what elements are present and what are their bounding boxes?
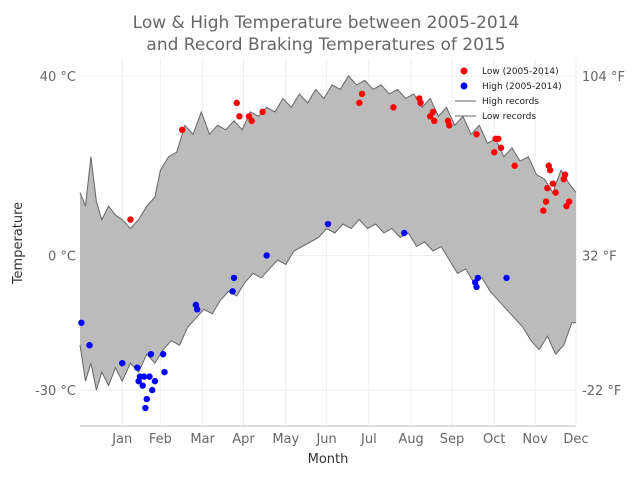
high-record-point-7: [140, 373, 148, 380]
high-record-point-8: [142, 404, 149, 412]
low-records-line: [79, 218, 576, 391]
low-record-point-0: [127, 216, 134, 223]
y-axis-right-ticks: 104 °F 32 °F -22 °F: [582, 70, 625, 399]
high-record-point-19: [230, 274, 238, 282]
high-record-point-11: [147, 350, 155, 358]
high-record-point-14: [159, 350, 167, 358]
high-record-point-12: [149, 386, 156, 394]
high-record-point-1: [86, 342, 93, 349]
low-record-point-16: [444, 117, 452, 125]
low-record-point-8: [356, 99, 363, 107]
high-record-point-6: [139, 382, 146, 389]
low-record-point-5: [248, 117, 255, 125]
x-axis-ticks: Jan Feb Mar Apr May Jun Jul Aug Sep Oct Nov Dec: [111, 432, 588, 447]
low-record-point-22: [511, 162, 518, 169]
high-record-point-2: [119, 359, 126, 367]
chart-title-line-2: and Record Braking Temperatures of 2015: [146, 35, 505, 55]
high-record-point-9: [143, 395, 150, 403]
low-record-point-24: [542, 198, 550, 205]
low-record-point-1: [178, 126, 186, 134]
low-record-point-11: [417, 99, 424, 107]
y-right-tick-label: 104 °F: [582, 70, 625, 85]
low-record-point-13: [429, 108, 437, 116]
legend: Low (2005-2014) High (2005-2014) High re…: [455, 67, 562, 122]
x-tick-label: Jul: [360, 432, 377, 447]
x-axis-label: Month: [308, 452, 349, 467]
low-record-point-27: [546, 166, 554, 174]
x-tick-label: Aug: [398, 432, 423, 447]
high-record-point-24: [473, 283, 480, 291]
high-record-point-3: [134, 364, 141, 371]
high-record-points: [78, 220, 510, 412]
x-tick-label: Jun: [315, 432, 336, 447]
x-tick-label: Apr: [232, 432, 255, 447]
legend-label-low-records: Low records: [482, 112, 536, 122]
low-record-point-17: [473, 131, 480, 138]
legend-marker-low: [460, 67, 468, 75]
x-tick-label: Jan: [111, 432, 132, 447]
low-record-point-33: [565, 198, 573, 205]
legend-label-high: High (2005-2014): [482, 82, 562, 92]
high-record-point-17: [193, 306, 201, 313]
low-record-points: [127, 90, 573, 223]
high-record-point-13: [151, 377, 159, 385]
low-record-point-31: [561, 171, 569, 178]
high-record-point-22: [401, 229, 408, 237]
high-records-line: [79, 75, 577, 230]
high-record-point-20: [263, 252, 270, 259]
x-tick-label: Dec: [563, 432, 588, 447]
high-record-point-0: [78, 319, 85, 326]
y-axis-left-ticks: 40 °C 0 °C -30 °C: [35, 70, 76, 399]
y-left-tick-label: -30 °C: [35, 384, 76, 399]
y-right-tick-label: 32 °F: [582, 249, 617, 264]
low-record-point-3: [236, 113, 243, 120]
y-left-tick-label: 0 °C: [48, 249, 76, 264]
x-tick-label: May: [272, 432, 299, 447]
high-record-point-21: [324, 220, 332, 228]
low-record-point-14: [431, 117, 438, 125]
y-axis-label: Temperature: [11, 202, 26, 285]
low-record-point-6: [259, 108, 266, 116]
high-record-point-15: [161, 368, 168, 376]
x-tick-label: Mar: [190, 432, 215, 447]
y-left-tick-label: 40 °C: [40, 70, 76, 85]
legend-marker-high: [460, 82, 468, 90]
high-record-point-26: [503, 274, 510, 282]
high-record-point-10: [146, 373, 153, 380]
low-record-point-28: [549, 180, 557, 187]
low-record-point-18: [491, 149, 498, 156]
legend-label-low: Low (2005-2014): [482, 67, 559, 77]
low-record-point-23: [540, 207, 547, 214]
temperature-band: [80, 76, 576, 391]
low-record-point-20: [495, 135, 502, 142]
low-record-point-29: [552, 189, 559, 196]
x-tick-label: Oct: [483, 432, 505, 447]
legend-label-high-records: High records: [482, 97, 539, 107]
low-record-point-21: [497, 144, 505, 151]
low-record-point-9: [390, 104, 397, 111]
high-record-point-18: [229, 288, 236, 295]
x-tick-label: Nov: [522, 432, 548, 447]
x-tick-label: Sep: [440, 432, 465, 447]
low-record-point-25: [544, 184, 551, 192]
high-record-point-25: [474, 274, 482, 282]
y-right-tick-label: -22 °F: [582, 384, 621, 399]
low-record-point-7: [358, 90, 366, 98]
low-record-point-2: [233, 99, 240, 107]
x-tick-label: Feb: [149, 432, 172, 447]
chart-title-line-1: Low & High Temperature between 2005-2014: [133, 13, 520, 33]
